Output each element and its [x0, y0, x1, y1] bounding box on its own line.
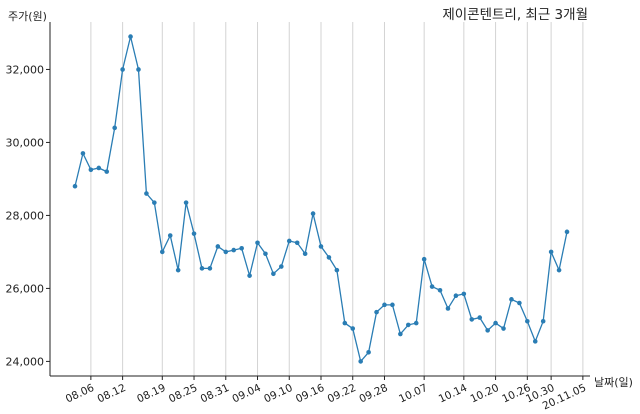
price-points — [72, 34, 570, 364]
x-tick-label: 08.31 — [199, 382, 231, 406]
data-point — [374, 309, 379, 315]
data-point — [152, 200, 157, 205]
chart-title: 제이콘텐트리, 최근 3개월 — [442, 7, 588, 23]
vertical-grid — [90, 22, 584, 376]
y-tick-label: 30,000 — [6, 136, 45, 149]
data-point — [175, 267, 181, 273]
data-point — [477, 315, 483, 320]
x-tick-label: 10.20 — [469, 382, 501, 406]
data-point — [421, 256, 427, 262]
data-point — [104, 169, 110, 174]
y-tick-label: 24,000 — [6, 355, 45, 368]
data-point — [144, 191, 149, 196]
data-point — [80, 151, 86, 156]
data-point — [255, 240, 260, 246]
data-point — [366, 349, 371, 355]
x-tick-label: 08.12 — [96, 382, 128, 406]
y-tick-label: 26,000 — [6, 282, 45, 295]
data-point — [326, 255, 332, 260]
data-point — [120, 67, 125, 72]
data-point — [112, 125, 117, 131]
data-point — [390, 302, 395, 308]
data-point — [72, 183, 78, 189]
data-point — [199, 266, 205, 271]
data-point — [223, 249, 229, 255]
x-tick-label: 09.28 — [357, 382, 389, 406]
data-point — [279, 264, 284, 269]
data-point — [398, 331, 403, 337]
x-tick-label: 08.19 — [135, 382, 167, 406]
y-tick-label: 32,000 — [6, 63, 45, 76]
data-point — [501, 326, 506, 331]
data-point — [413, 320, 419, 326]
data-point — [310, 211, 316, 216]
data-point — [405, 322, 411, 328]
x-axis-label: 날짜(일) — [594, 375, 633, 389]
data-point — [469, 317, 475, 322]
data-point — [96, 165, 102, 171]
data-point — [247, 273, 252, 278]
data-point — [517, 300, 522, 306]
data-point — [358, 359, 363, 364]
data-point — [429, 284, 435, 289]
data-point — [445, 306, 451, 311]
x-tick-label: 09.16 — [294, 382, 327, 406]
x-tick-label: 09.10 — [262, 382, 294, 406]
data-point — [485, 328, 490, 333]
data-point — [231, 247, 237, 253]
y-axis-label: 주가(원) — [8, 10, 47, 23]
y-tick-label: 28,000 — [6, 209, 45, 222]
data-point — [525, 318, 530, 324]
data-point — [128, 34, 133, 39]
data-point — [167, 233, 173, 238]
data-point — [263, 251, 268, 257]
x-tick-label: 08.25 — [167, 382, 199, 406]
data-point — [509, 297, 514, 302]
data-point — [302, 251, 308, 257]
data-point — [540, 318, 546, 324]
data-point — [294, 240, 300, 246]
data-point — [88, 167, 94, 173]
data-point — [382, 302, 387, 308]
x-axis-ticks: 08.06 08.12 08.19 08.25 08.31 09.04 09.10 09.16… — [64, 376, 588, 412]
x-tick-label: 08.06 — [64, 382, 97, 406]
data-point — [334, 267, 340, 273]
data-point — [564, 229, 570, 235]
data-point — [239, 245, 244, 251]
y-axis-ticks: 24,000 26,000 28,000 30,000 32,000 — [6, 63, 50, 368]
data-point — [286, 238, 292, 244]
data-point — [350, 326, 356, 331]
data-point — [342, 320, 348, 326]
data-point — [556, 267, 562, 273]
data-point — [548, 249, 554, 255]
x-tick-label: 09.04 — [230, 382, 263, 406]
data-point — [136, 67, 141, 72]
data-point — [453, 293, 459, 299]
data-point — [159, 249, 165, 255]
data-point — [215, 244, 221, 249]
x-tick-label: 10.07 — [397, 382, 429, 406]
x-tick-label: 10.14 — [437, 382, 470, 406]
data-point — [318, 244, 324, 249]
x-tick-label: 09.22 — [326, 382, 358, 406]
data-point — [271, 271, 276, 277]
data-point — [191, 231, 197, 236]
data-point — [207, 266, 213, 271]
data-point — [437, 287, 443, 293]
data-point — [183, 200, 189, 205]
data-point — [461, 291, 467, 297]
data-point — [532, 339, 538, 344]
data-point — [493, 320, 498, 326]
